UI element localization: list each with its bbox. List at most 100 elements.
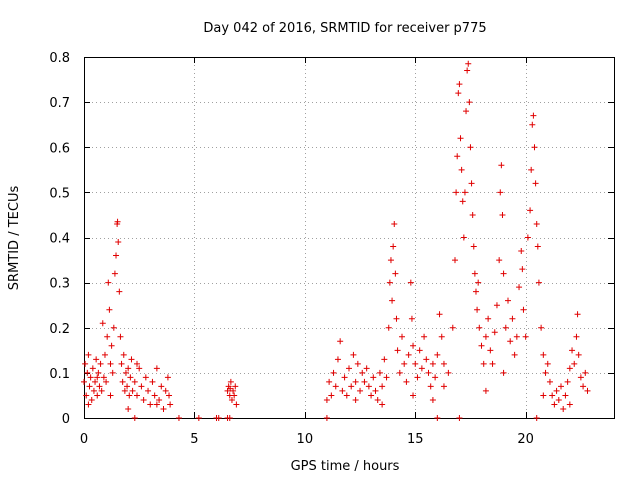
data-point [410, 342, 417, 349]
data-point [476, 324, 483, 331]
data-point [472, 288, 479, 295]
data-point [499, 211, 506, 218]
data-point [385, 324, 392, 331]
data-point [394, 347, 401, 354]
data-point [379, 401, 386, 408]
data-point [328, 392, 335, 399]
data-point [116, 288, 123, 295]
data-point [531, 144, 538, 151]
data-point [164, 374, 171, 381]
data-point [429, 396, 436, 403]
data-point [456, 81, 463, 88]
data-point [113, 252, 120, 259]
data-point [496, 257, 503, 264]
data-point [453, 189, 460, 196]
data-point [509, 315, 516, 322]
data-point [96, 383, 103, 390]
data-point [131, 378, 138, 385]
data-point [546, 378, 553, 385]
data-point [478, 342, 485, 349]
data-point [228, 396, 235, 403]
data-point [391, 220, 398, 227]
data-point [81, 378, 87, 385]
data-point [82, 360, 89, 367]
data-point [524, 234, 531, 241]
data-point [215, 415, 222, 421]
data-point [87, 374, 94, 381]
data-point [457, 135, 464, 142]
data-point [458, 166, 465, 173]
data-point [117, 333, 124, 340]
data-point [343, 392, 350, 399]
data-point [527, 207, 534, 214]
chart-title: Day 042 of 2016, SRMTID for receiver p77… [203, 21, 486, 36]
data-point [452, 257, 458, 264]
data-point [89, 365, 96, 372]
data-point [99, 320, 106, 327]
data-point [425, 369, 432, 376]
data-point [387, 257, 394, 264]
data-point [408, 315, 415, 322]
data-point [555, 396, 562, 403]
data-point [389, 297, 396, 304]
data-point [454, 153, 461, 160]
data-point [461, 189, 468, 196]
data-point [226, 415, 233, 421]
data-point [528, 166, 535, 173]
data-point [390, 243, 397, 250]
data-point [530, 112, 537, 119]
grid [84, 57, 614, 418]
data-point [532, 180, 539, 187]
data-point [122, 369, 129, 376]
x-tick-label: 5 [190, 432, 198, 447]
data-point [372, 387, 379, 394]
data-point [558, 383, 564, 390]
data-point [438, 333, 445, 340]
y-tick-label: 0.5 [49, 186, 70, 201]
data-point [584, 387, 591, 394]
data-point [124, 383, 131, 390]
data-point [341, 374, 348, 381]
data-point [323, 396, 330, 403]
data-point [108, 342, 115, 349]
data-point [414, 374, 421, 381]
data-point [434, 351, 441, 358]
data-point [480, 360, 487, 367]
data-point [440, 360, 447, 367]
data-point [449, 324, 456, 331]
data-point [381, 356, 388, 363]
data-point [119, 378, 126, 385]
data-point [440, 383, 447, 390]
data-point [352, 378, 359, 385]
data-point [383, 374, 390, 381]
data-point [386, 279, 393, 286]
data-point [232, 383, 239, 390]
data-point [434, 415, 441, 421]
data-point [368, 392, 375, 399]
data-point [118, 360, 125, 367]
data-point [125, 365, 132, 372]
data-point [379, 383, 386, 390]
data-point [227, 385, 234, 392]
data-point [231, 392, 238, 399]
data-point [582, 369, 589, 376]
data-point [134, 392, 140, 399]
data-point [573, 333, 580, 340]
data-point [88, 396, 95, 403]
x-tick-label: 20 [517, 432, 534, 447]
data-point [94, 374, 101, 381]
data-point [103, 378, 110, 385]
data-point [487, 347, 494, 354]
data-point [502, 324, 509, 331]
data-point [120, 351, 127, 358]
data-point [160, 405, 167, 412]
data-point [147, 401, 154, 408]
y-tick-label: 0.4 [49, 232, 70, 247]
data-point [374, 396, 381, 403]
data-point [376, 369, 383, 376]
axis-ticks [84, 57, 614, 419]
y-tick-label: 0.7 [49, 96, 70, 111]
data-point [166, 392, 173, 399]
data-point [493, 302, 500, 309]
data-point [357, 387, 364, 394]
